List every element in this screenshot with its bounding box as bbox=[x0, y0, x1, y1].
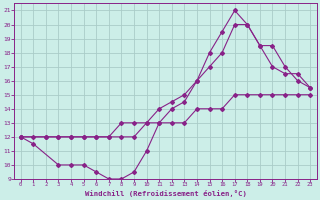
X-axis label: Windchill (Refroidissement éolien,°C): Windchill (Refroidissement éolien,°C) bbox=[84, 190, 246, 197]
